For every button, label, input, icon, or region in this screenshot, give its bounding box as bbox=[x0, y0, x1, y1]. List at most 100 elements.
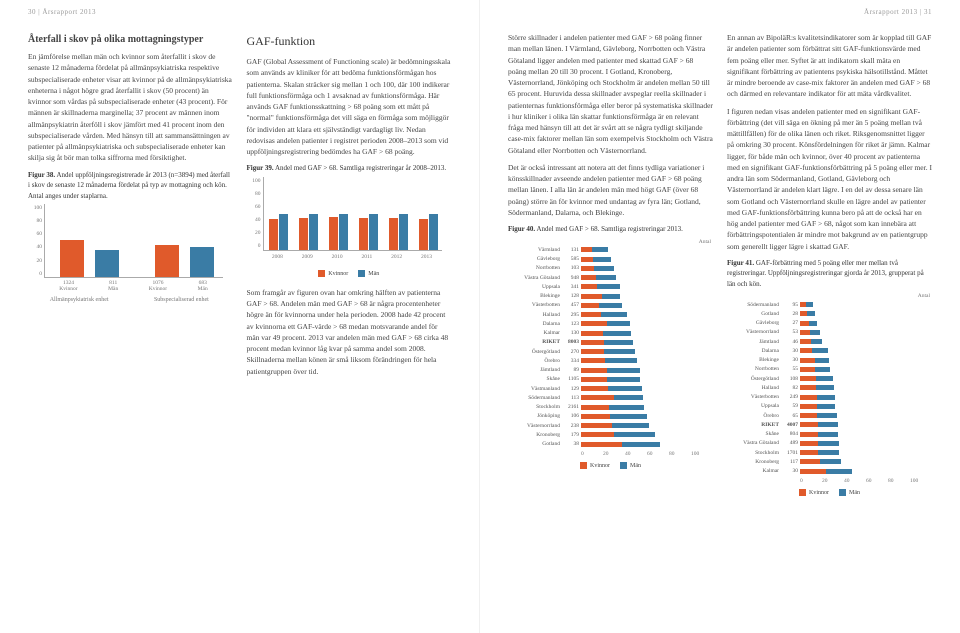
chart40-legend: KvinnorMän bbox=[508, 462, 713, 471]
chart41-antal-header: Antal bbox=[727, 292, 932, 300]
chart38-yaxis: 100806040200 bbox=[28, 204, 42, 278]
hbar-row: Norrbotten55 bbox=[727, 365, 922, 373]
hbar-row: Uppsala59 bbox=[727, 402, 922, 410]
fig39-caption: Figur 39. Andel med GAF > 68. Samtliga r… bbox=[247, 163, 452, 174]
section-title-aterfall: Återfall i skov på olika mottagningstype… bbox=[28, 32, 233, 47]
hbar-row: Östergötland108 bbox=[727, 375, 922, 383]
chart39-bar bbox=[429, 214, 438, 250]
hbar-row: Gävleborg27 bbox=[727, 319, 922, 327]
fig39-caption-text: Andel med GAF > 68. Samtliga registrerin… bbox=[275, 164, 446, 172]
hbar-row: Västra Götaland489 bbox=[727, 439, 922, 447]
chart39-bar bbox=[399, 214, 408, 250]
fig38-caption: Figur 38. Andel uppföljningsregistrerade… bbox=[28, 170, 233, 202]
chart38-bar bbox=[60, 240, 84, 277]
chart39-plot bbox=[263, 177, 442, 251]
chart39-xaxis: 200820092010201120122013 bbox=[263, 253, 442, 267]
page-right: Årsrapport 2013 | 31 Större skillnader i… bbox=[480, 0, 960, 633]
chart39-bar bbox=[299, 218, 308, 250]
body-gaf: GAF (Global Assessment of Functioning sc… bbox=[247, 56, 452, 157]
right-body-4: I figuren nedan visas andelen patienter … bbox=[727, 106, 932, 252]
chart38-bar bbox=[190, 247, 214, 277]
chart-39: 100806040200 200820092010201120122013 bbox=[247, 177, 442, 267]
hbar-row: Västerbotten457 bbox=[508, 301, 703, 309]
left-col-2: GAF-funktion GAF (Global Assessment of F… bbox=[247, 32, 452, 377]
hbar-row: Västerbotten249 bbox=[727, 393, 922, 401]
fig40-caption-text: Andel med GAF > 68. Samtliga registrerin… bbox=[536, 225, 682, 233]
hbar-row: Kronoberg117 bbox=[727, 458, 922, 466]
hbar-row: Halland82 bbox=[727, 384, 922, 392]
fig40-caption: Figur 40. Andel med GAF > 68. Samtliga r… bbox=[508, 224, 713, 235]
hbar-row: Södermanland95 bbox=[727, 301, 922, 309]
chart38-bar bbox=[155, 245, 179, 277]
hbar-row: Halland295 bbox=[508, 311, 703, 319]
hbar-row: Blekinge30 bbox=[727, 356, 922, 364]
left-col-1: Återfall i skov på olika mottagningstype… bbox=[28, 32, 233, 377]
hbar-row: Dalarna30 bbox=[727, 347, 922, 355]
right-col-1: Större skillnader i andelen patienter me… bbox=[508, 32, 713, 498]
hbar-row: Västernorrland53 bbox=[727, 328, 922, 336]
hbar-row: Gotland28 bbox=[727, 310, 922, 318]
page-left: 30 | Årsrapport 2013 Återfall i skov på … bbox=[0, 0, 480, 633]
right-col-2: En annan av BipoläR:s kvalitetsindikator… bbox=[727, 32, 932, 498]
hbar-row: Skåne804 bbox=[727, 430, 922, 438]
chart39-bar bbox=[419, 219, 428, 250]
chart-40: Värmland131Gävleborg585Norrbotten103 Väst… bbox=[508, 246, 703, 449]
hbar-row: Gotland38 bbox=[508, 440, 703, 448]
chart38-subheaders: Allmänpsykiatrisk enhetSubspecialiserad … bbox=[28, 296, 233, 305]
chart39-bar bbox=[369, 214, 378, 250]
chart39-bar bbox=[389, 218, 398, 250]
hbar-row: Jönköping106 bbox=[508, 412, 703, 420]
hbar-row: Jämtland46 bbox=[727, 338, 922, 346]
fig38-caption-text: Andel uppföljningsregistrerade år 2013 (… bbox=[28, 171, 230, 200]
hbar-row: Blekinge128 bbox=[508, 292, 703, 300]
hbar-row: Jämtland89 bbox=[508, 366, 703, 374]
hbar-row: Örebro65 bbox=[727, 412, 922, 420]
body-aterfall: En jämförelse mellan män och kvinnor som… bbox=[28, 51, 233, 164]
hbar-row: Uppsala341 bbox=[508, 283, 703, 291]
chart41-xaxis: 020406080100 bbox=[727, 477, 932, 485]
hbar-row: Södermanland113 bbox=[508, 394, 703, 402]
hbar-row: RIKET8003 bbox=[508, 338, 703, 346]
hbar-row: Västernorrland238 bbox=[508, 422, 703, 430]
right-body-2: Det är också intressant att notera att d… bbox=[508, 162, 713, 218]
chart40-antal-header: Antal bbox=[508, 238, 713, 246]
hbar-row: Örebro334 bbox=[508, 357, 703, 365]
fig41-caption-text: GAF-förbättring med 5 poäng eller mer me… bbox=[727, 259, 924, 288]
hbar-row: Västmanland129 bbox=[508, 385, 703, 393]
hbar-row: Skåne1105 bbox=[508, 375, 703, 383]
chart41-legend: KvinnorMän bbox=[727, 489, 932, 498]
chart39-bar bbox=[339, 214, 348, 250]
section-title-gaf: GAF-funktion bbox=[247, 32, 452, 50]
chart39-legend: KvinnorMän bbox=[247, 270, 452, 279]
chart38-plot bbox=[44, 204, 223, 278]
chart38-bar bbox=[95, 250, 119, 277]
hbar-row: Västra Götaland948 bbox=[508, 274, 703, 282]
chart38-xaxis: 1324 Kvinnor811 Män1076 Kvinnor683 Män bbox=[44, 280, 223, 294]
hbar-row: Dalarna123 bbox=[508, 320, 703, 328]
chart-38: 100806040200 1324 Kvinnor811 Män1076 Kvi… bbox=[28, 204, 223, 294]
fig41-caption: Figur 41. GAF-förbättring med 5 poäng el… bbox=[727, 258, 932, 290]
chart39-bar bbox=[269, 219, 278, 250]
hbar-row: Kalmar30 bbox=[727, 467, 922, 475]
left-columns: Återfall i skov på olika mottagningstype… bbox=[28, 32, 451, 377]
chart39-bar bbox=[329, 217, 338, 250]
hbar-row: Gävleborg585 bbox=[508, 255, 703, 263]
chart39-bar bbox=[279, 214, 288, 250]
chart39-bar bbox=[309, 214, 318, 250]
chart39-bar bbox=[359, 218, 368, 250]
right-body-3: En annan av BipoläR:s kvalitetsindikator… bbox=[727, 32, 932, 100]
hbar-row: Östergötland270 bbox=[508, 348, 703, 356]
page-header-right: Årsrapport 2013 | 31 bbox=[864, 8, 932, 18]
right-columns: Större skillnader i andelen patienter me… bbox=[508, 32, 932, 498]
chart-41: Södermanland95Gotland28Gävleborg27Väster… bbox=[727, 301, 922, 476]
hbar-row: Kalmar130 bbox=[508, 329, 703, 337]
hbar-row: Stockholm1701 bbox=[727, 449, 922, 457]
hbar-row: Stockholm2161 bbox=[508, 403, 703, 411]
hbar-row: RIKET4007 bbox=[727, 421, 922, 429]
body-gaf-2: Som framgår av figuren ovan har omkring … bbox=[247, 287, 452, 377]
hbar-row: Norrbotten103 bbox=[508, 264, 703, 272]
hbar-row: Kronoberg179 bbox=[508, 431, 703, 439]
page-header-left: 30 | Årsrapport 2013 bbox=[28, 8, 96, 18]
hbar-row: Värmland131 bbox=[508, 246, 703, 254]
chart39-yaxis: 100806040200 bbox=[247, 177, 261, 251]
